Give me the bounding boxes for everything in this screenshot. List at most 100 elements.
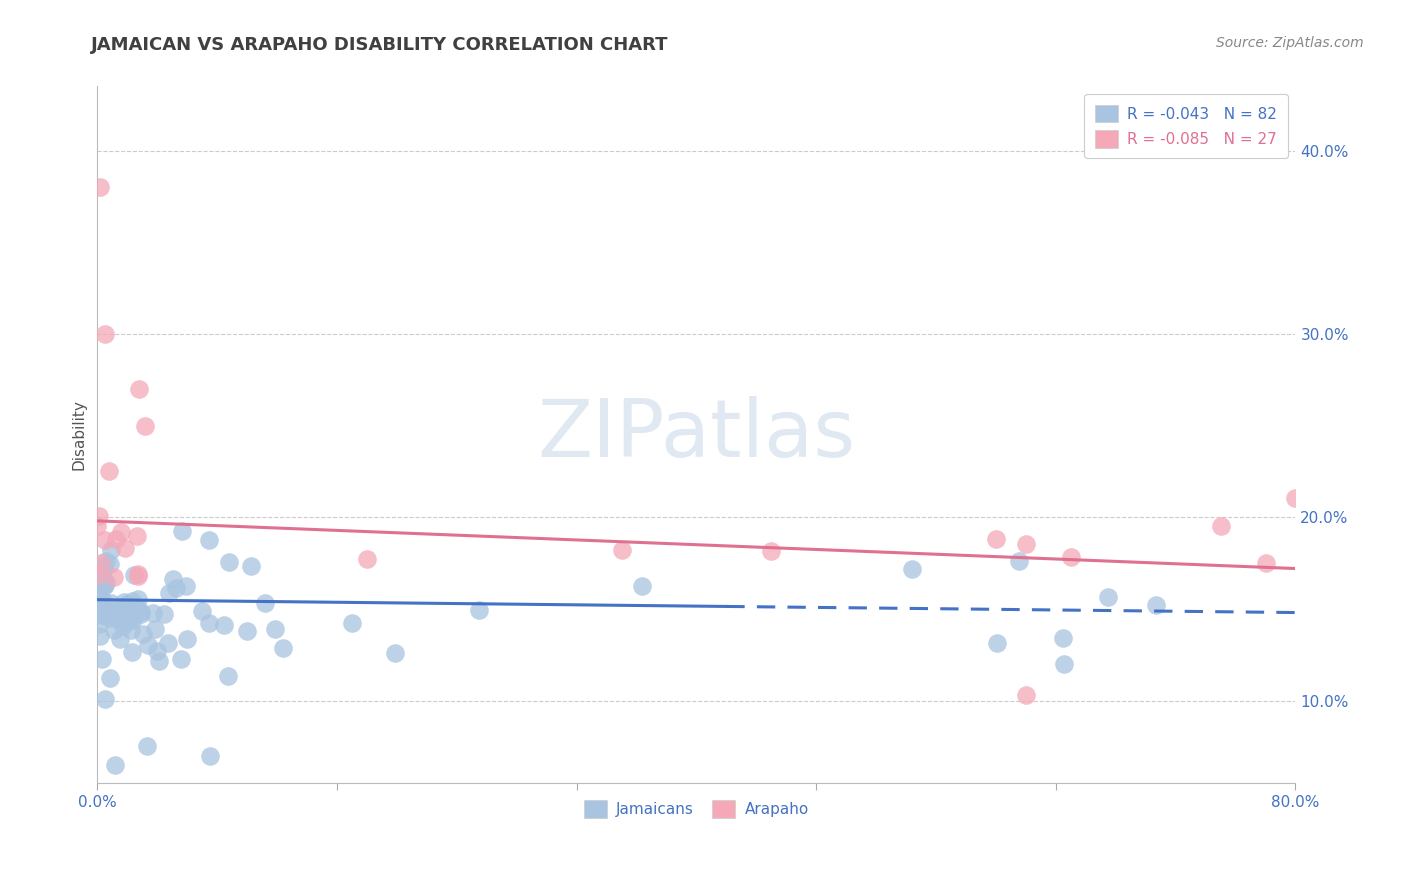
Point: [162, 573, 184, 587]
Point: [984, 533, 1007, 547]
Point: [254, 596, 277, 610]
Point: [98, 671, 121, 685]
Point: [94, 575, 117, 590]
Point: [142, 607, 165, 621]
Point: [87, 508, 110, 523]
Point: [157, 586, 180, 600]
Point: [121, 593, 143, 607]
Point: [176, 632, 198, 646]
Point: [127, 602, 149, 616]
Point: [90, 597, 112, 611]
Point: [165, 581, 187, 595]
Point: [217, 669, 239, 683]
Point: [107, 602, 129, 616]
Point: [91, 652, 114, 666]
Point: [94, 533, 117, 548]
Point: [218, 555, 240, 569]
Point: [121, 613, 143, 627]
Point: [87, 593, 110, 607]
Point: [104, 757, 127, 772]
Point: [148, 654, 170, 668]
Point: [986, 636, 1008, 650]
Point: [108, 613, 131, 627]
Point: [115, 597, 138, 611]
Point: [91, 593, 114, 607]
Point: [103, 570, 125, 584]
Point: [89, 607, 111, 622]
Point: [120, 623, 142, 637]
Point: [138, 638, 160, 652]
Point: [104, 533, 127, 547]
Point: [342, 616, 364, 631]
Point: [110, 524, 132, 539]
Point: [94, 607, 117, 622]
Point: [127, 592, 149, 607]
Point: [129, 607, 152, 621]
Point: [198, 748, 221, 763]
Point: [901, 562, 924, 576]
Point: [87, 616, 110, 631]
Point: [156, 635, 179, 649]
Point: [468, 603, 491, 617]
Point: [170, 652, 193, 666]
Point: [1015, 688, 1038, 702]
Point: [631, 579, 654, 593]
Point: [197, 533, 219, 548]
Point: [1008, 554, 1031, 568]
Point: [1052, 632, 1074, 646]
Point: [761, 544, 783, 558]
Point: [197, 616, 219, 631]
Point: [128, 382, 150, 396]
Point: [1254, 557, 1277, 571]
Point: [191, 603, 214, 617]
Point: [89, 556, 111, 570]
Point: [135, 739, 157, 754]
Point: [1015, 537, 1038, 551]
Point: [356, 552, 378, 566]
Point: [94, 578, 117, 592]
Point: [236, 624, 259, 639]
Point: [121, 612, 143, 626]
Point: [86, 568, 108, 582]
Point: [121, 602, 143, 616]
Point: [1209, 518, 1232, 533]
Point: [112, 595, 135, 609]
Point: [108, 632, 131, 647]
Point: [93, 561, 115, 575]
Point: [93, 579, 115, 593]
Point: [98, 464, 121, 478]
Text: Source: ZipAtlas.com: Source: ZipAtlas.com: [1216, 36, 1364, 50]
Point: [212, 618, 235, 632]
Point: [1284, 491, 1306, 505]
Point: [94, 692, 117, 706]
Text: JAMAICAN VS ARAPAHO DISABILITY CORRELATION CHART: JAMAICAN VS ARAPAHO DISABILITY CORRELATI…: [91, 36, 669, 54]
Point: [610, 543, 633, 558]
Point: [143, 622, 166, 636]
Point: [114, 541, 136, 556]
Point: [98, 557, 121, 571]
Point: [93, 574, 115, 588]
Point: [96, 554, 118, 568]
Point: [121, 645, 143, 659]
Point: [111, 619, 134, 633]
Point: [122, 567, 145, 582]
Point: [86, 519, 108, 533]
Point: [103, 623, 125, 637]
Point: [127, 568, 149, 582]
Point: [1144, 598, 1167, 612]
Point: [89, 180, 111, 194]
Point: [114, 599, 136, 614]
Point: [89, 629, 111, 643]
Point: [89, 589, 111, 603]
Point: [132, 627, 155, 641]
Point: [145, 644, 167, 658]
Legend: Jamaicans, Arapaho: Jamaicans, Arapaho: [578, 794, 815, 824]
Point: [1097, 590, 1119, 604]
Point: [264, 622, 287, 636]
Y-axis label: Disability: Disability: [72, 400, 86, 470]
Point: [170, 524, 193, 539]
Point: [134, 418, 156, 433]
Point: [100, 596, 122, 610]
Point: [174, 579, 197, 593]
Point: [114, 615, 136, 630]
